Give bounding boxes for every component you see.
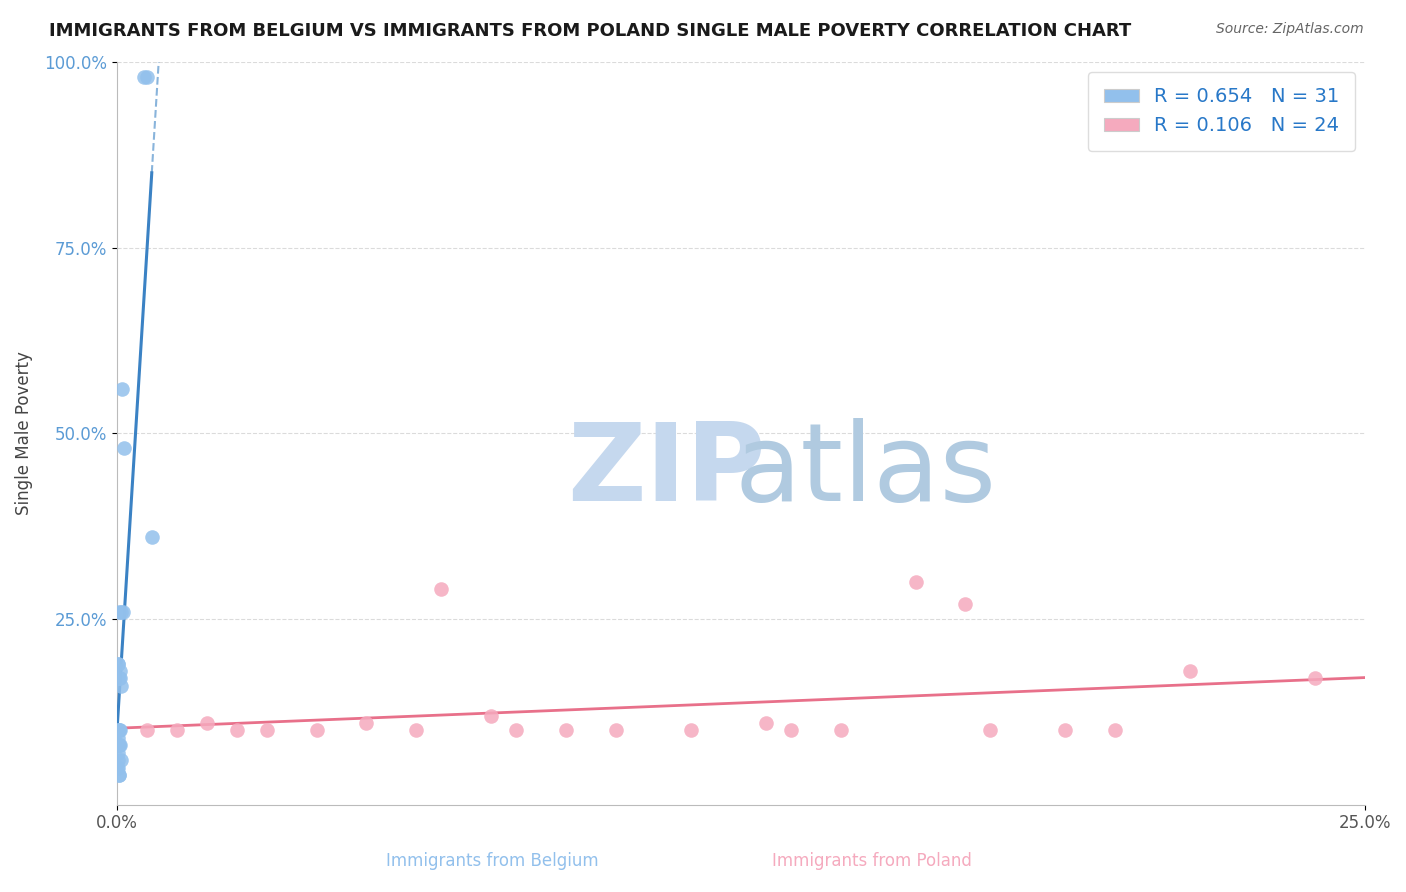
Point [135,723,157,738]
Point [107,657,129,671]
Point [107,739,129,753]
Point [108,723,131,738]
Point [134,70,156,84]
Point [1104,723,1126,738]
Point [135,70,157,84]
Point [107,753,129,767]
Text: atlas: atlas [734,417,997,524]
Point [107,731,129,745]
Point [979,723,1001,738]
Point [108,739,131,753]
Point [111,382,134,396]
Point [1054,723,1077,738]
Point [225,723,247,738]
Point [405,723,427,738]
Point [110,679,132,693]
Point [105,672,128,686]
Point [105,760,128,774]
Point [111,605,134,619]
Point [904,574,927,589]
Point [108,605,131,619]
Point [305,723,328,738]
Point [430,582,453,597]
Point [830,723,852,738]
Point [108,723,131,738]
Point [110,664,132,678]
Point [107,760,129,774]
Point [110,605,132,619]
Point [110,753,132,767]
Legend: R = 0.654   N = 31, R = 0.106   N = 24: R = 0.654 N = 31, R = 0.106 N = 24 [1088,72,1355,151]
Point [755,716,778,731]
Y-axis label: Single Male Poverty: Single Male Poverty [15,351,32,516]
Point [107,746,129,760]
Point [108,723,131,738]
Point [955,597,977,611]
Point [108,672,131,686]
Point [555,723,578,738]
Point [112,442,135,456]
Text: Immigrants from Belgium: Immigrants from Belgium [385,852,599,870]
Point [108,739,131,753]
Point [108,768,131,782]
Point [108,672,131,686]
Point [1178,664,1201,678]
Point [605,723,627,738]
Text: IMMIGRANTS FROM BELGIUM VS IMMIGRANTS FROM POLAND SINGLE MALE POVERTY CORRELATIO: IMMIGRANTS FROM BELGIUM VS IMMIGRANTS FR… [49,22,1132,40]
Text: Immigrants from Poland: Immigrants from Poland [772,852,972,870]
Point [166,723,188,738]
Point [195,716,218,731]
Point [779,723,801,738]
Point [479,708,502,723]
Point [505,723,527,738]
Text: ZIP: ZIP [567,417,765,524]
Point [108,739,131,753]
Point [107,723,129,738]
Point [1303,672,1326,686]
Point [256,723,278,738]
Point [108,768,131,782]
Point [107,657,129,671]
Text: Source: ZipAtlas.com: Source: ZipAtlas.com [1216,22,1364,37]
Point [356,716,378,731]
Point [679,723,702,738]
Point [141,530,163,544]
